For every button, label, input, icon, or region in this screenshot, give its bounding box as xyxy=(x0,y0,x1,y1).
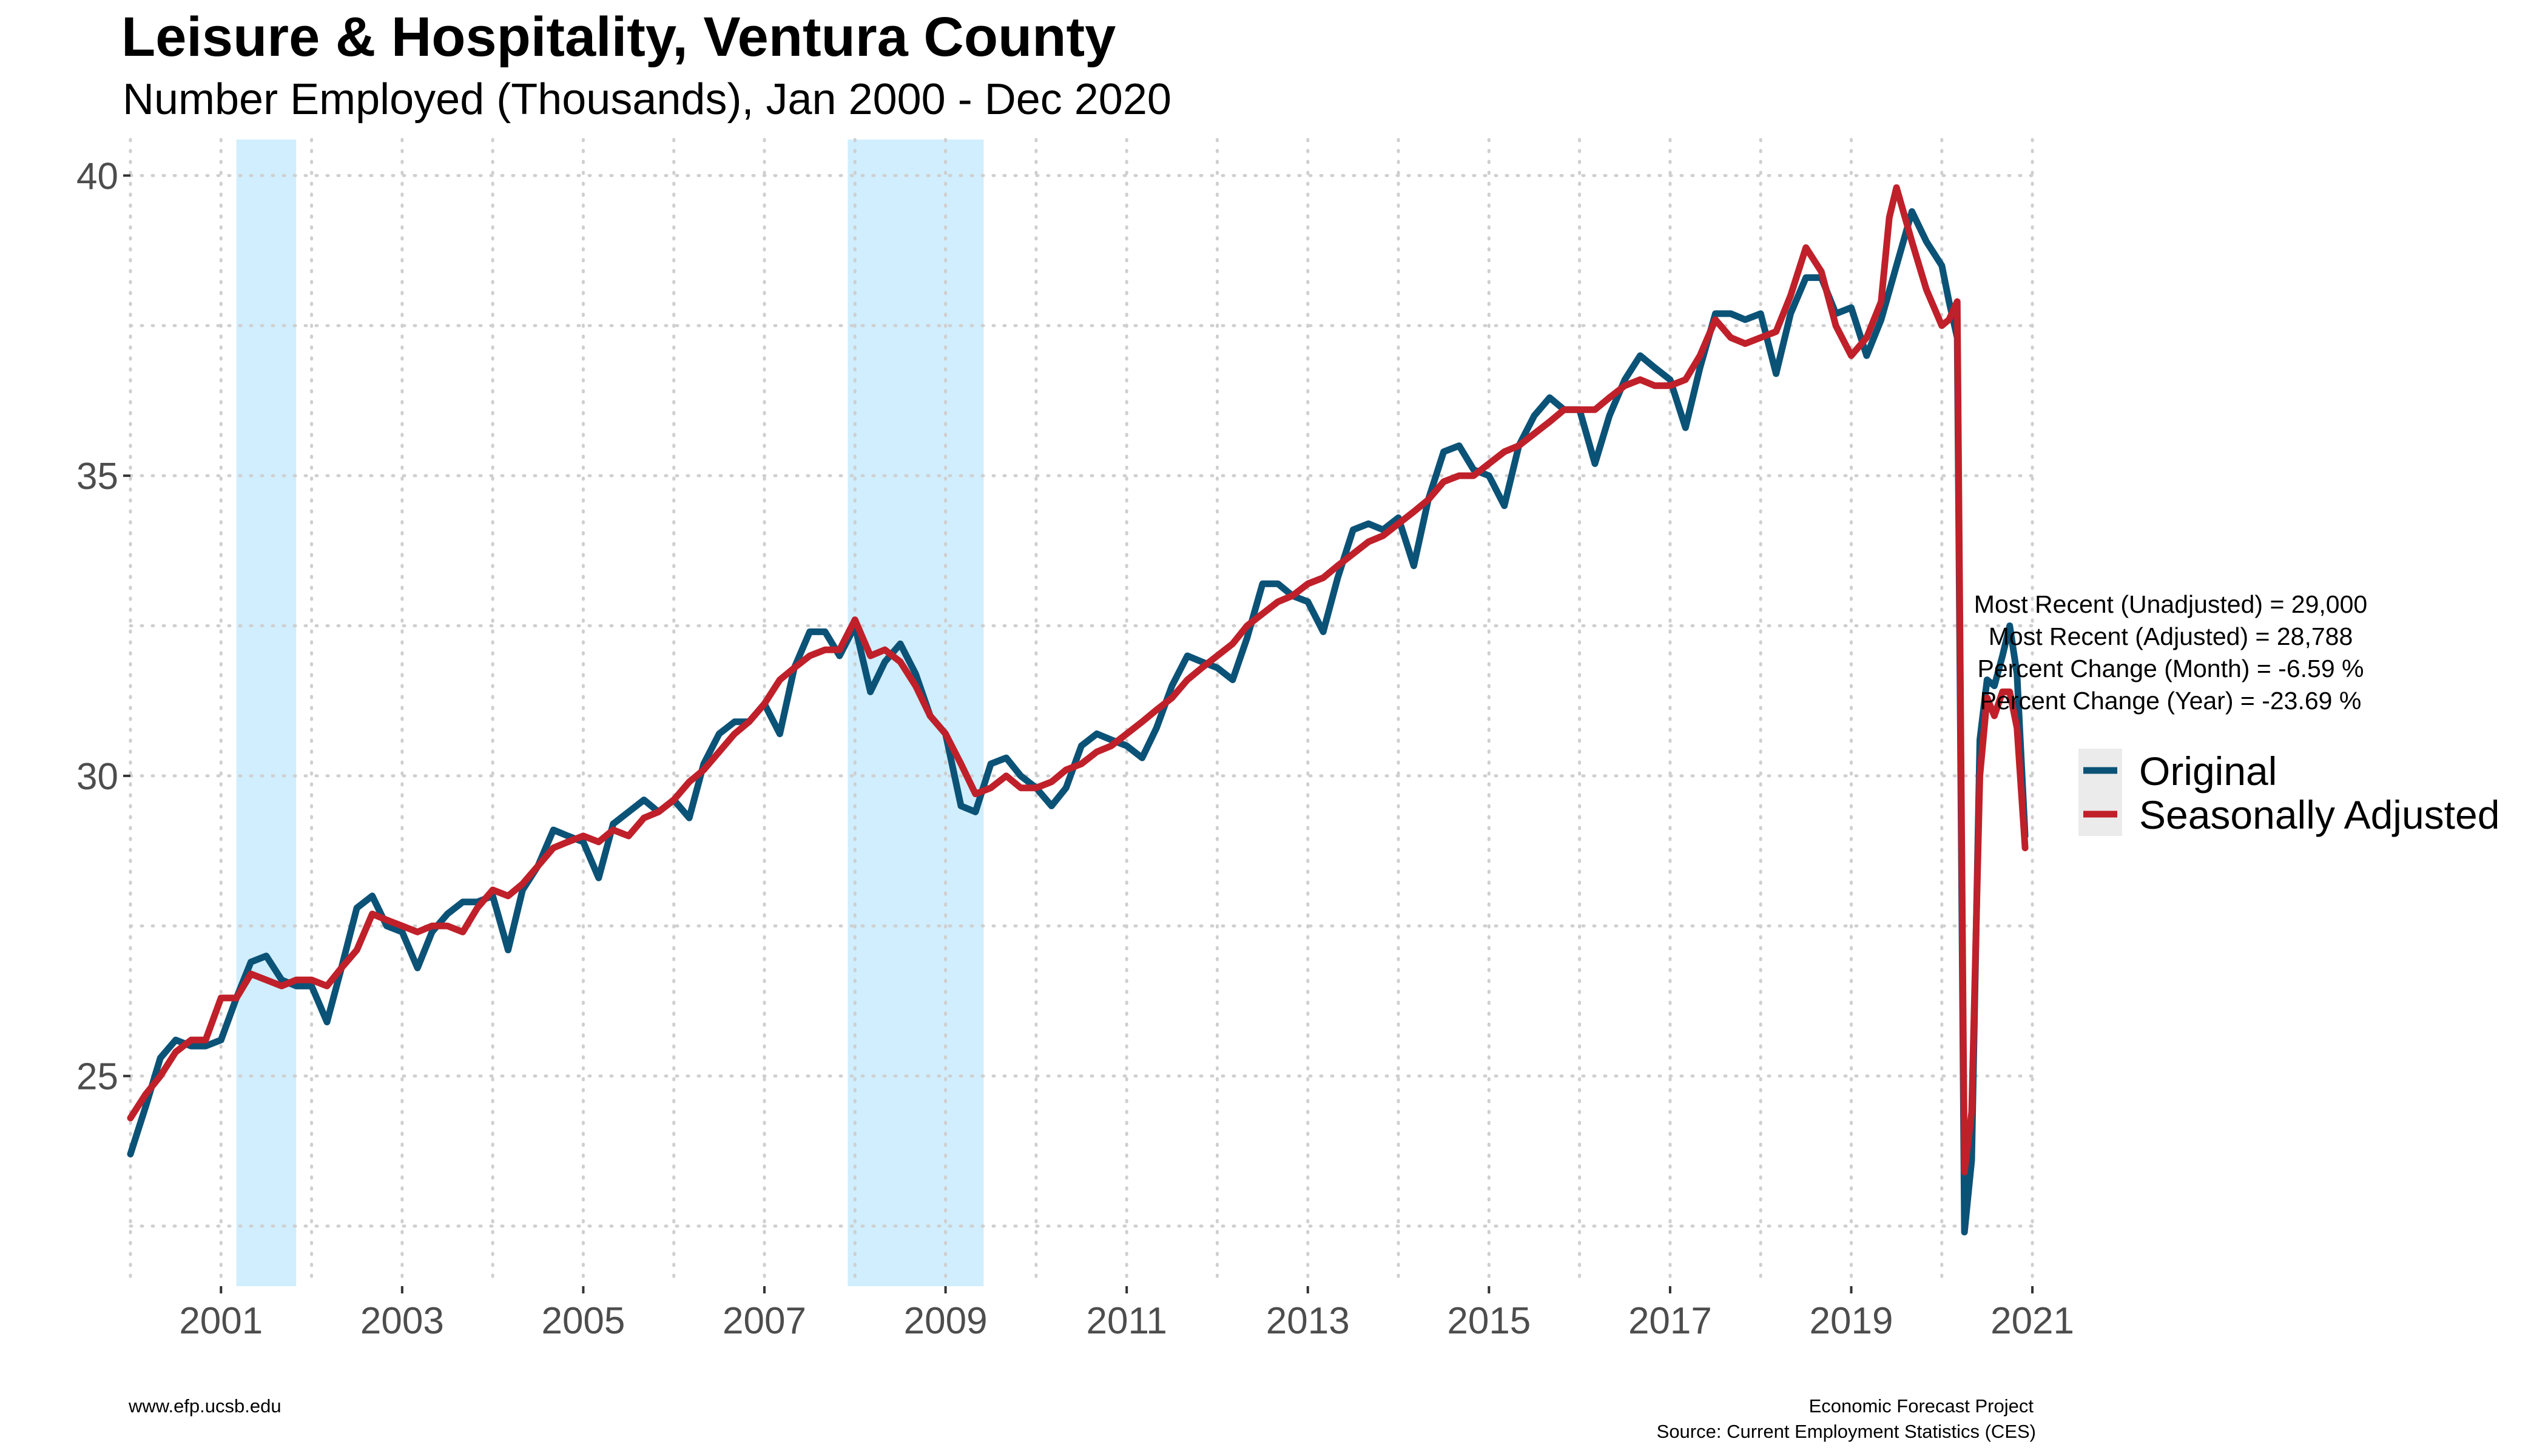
x-gridlines xyxy=(129,138,2034,1288)
legend: Original Seasonally Adjusted xyxy=(2078,749,2499,837)
x-tick-label: 2015 xyxy=(1447,1300,1531,1342)
x-tick-label: 2009 xyxy=(904,1300,988,1342)
chart-subtitle: Number Employed (Thousands), Jan 2000 - … xyxy=(123,75,1171,124)
x-tick-label: 2005 xyxy=(541,1300,625,1342)
series-line-seasonally-adjusted xyxy=(127,184,2029,1176)
summary-stats: Most Recent (Unadjusted) = 29,000 Most R… xyxy=(1974,590,2367,715)
x-tick-label: 2007 xyxy=(723,1300,806,1342)
stat-most-recent-unadjusted: Most Recent (Unadjusted) = 29,000 xyxy=(1974,590,2367,618)
stat-percent-change-month: Percent Change (Month) = -6.59 % xyxy=(1978,655,2364,682)
series-lines xyxy=(127,184,2029,1236)
x-tick-label: 2011 xyxy=(1087,1300,1167,1342)
y-tick-label: 35 xyxy=(76,456,118,497)
x-tick-label: 2017 xyxy=(1628,1300,1712,1342)
x-tick-label: 2021 xyxy=(1990,1300,2074,1342)
footer-website: www.efp.ucsb.edu xyxy=(128,1395,281,1417)
stat-percent-change-year: Percent Change (Year) = -23.69 % xyxy=(1980,687,2362,715)
recession-bands xyxy=(236,140,984,1286)
x-axis: 2001 2003 2005 2007 2009 2011 2013 2015 2017 2019… xyxy=(179,1286,2074,1342)
y-axis: 25 30 35 40 xyxy=(76,155,130,1098)
footer-source: Source: Current Employment Statistics (C… xyxy=(1657,1421,2036,1442)
chart-title: Leisure & Hospitality, Ventura County xyxy=(121,6,1116,68)
legend-label-original: Original xyxy=(2139,749,2277,794)
x-tick-label: 2001 xyxy=(179,1300,263,1342)
footer-organization: Economic Forecast Project xyxy=(1809,1395,2034,1417)
recession-band-1 xyxy=(236,140,297,1286)
y-tick-label: 40 xyxy=(76,155,118,197)
y-gridlines xyxy=(129,174,2043,1228)
y-tick-label: 25 xyxy=(76,1056,118,1098)
recession-band-2 xyxy=(848,140,984,1286)
stat-most-recent-adjusted: Most Recent (Adjusted) = 28,788 xyxy=(1989,622,2353,650)
x-tick-label: 2019 xyxy=(1810,1300,1893,1342)
legend-label-seasonally-adjusted: Seasonally Adjusted xyxy=(2139,792,2499,837)
y-tick-label: 30 xyxy=(76,756,118,798)
x-tick-label: 2013 xyxy=(1266,1300,1350,1342)
series-line-original xyxy=(127,208,2029,1236)
x-tick-label: 2003 xyxy=(360,1300,444,1342)
